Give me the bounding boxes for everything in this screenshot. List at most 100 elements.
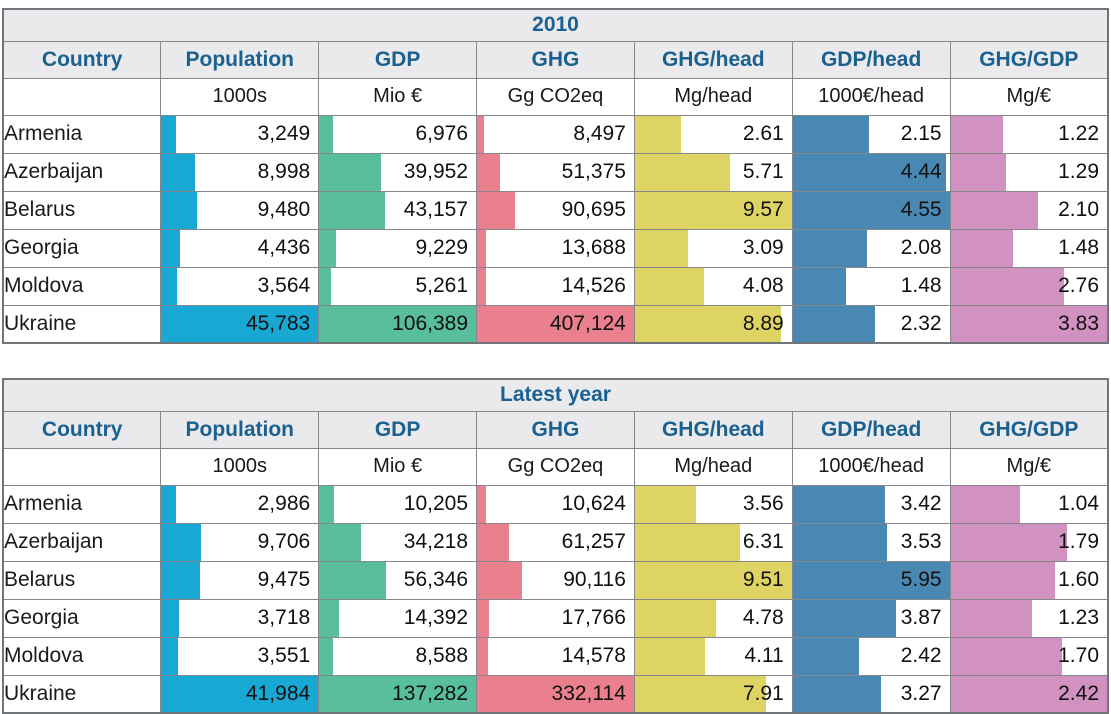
country-cell: Azerbaijan [2, 522, 162, 562]
gdp-databar [319, 116, 334, 152]
unit-ghg_head: Mg/head [633, 447, 793, 486]
ghg_gdp-value: 1.04 [1058, 492, 1099, 515]
ghg_head-databar [635, 116, 681, 152]
table-row: Belarus 9,475 56,346 90,116 9.51 5.95 1.60 [2, 560, 1109, 600]
country-cell: Georgia [2, 598, 162, 638]
ghg-databar [477, 486, 486, 522]
table-row: Armenia 3,249 6,976 8,497 2.61 2.15 1.22 [2, 114, 1109, 154]
gdp_head-cell: 5.95 [791, 560, 951, 600]
gdp-value: 39,952 [403, 160, 469, 183]
unit-gdp: Mio € [318, 447, 478, 486]
unit-ghg_gdp: Mg/€ [949, 447, 1109, 486]
population-cell: 3,564 [160, 266, 320, 306]
ghg_gdp-databar [951, 116, 1004, 152]
country-cell: Azerbaijan [2, 152, 162, 192]
ghg_head-cell: 3.09 [633, 228, 793, 268]
country-cell: Belarus [2, 560, 162, 600]
gdp_head-cell: 3.27 [791, 674, 951, 714]
ghg_gdp-value: 2.10 [1058, 198, 1099, 221]
table-latest-year: Latest year Country Population GDP GHG GHG/h… [2, 378, 1109, 714]
population-value: 2,986 [257, 492, 311, 515]
population-value: 3,564 [257, 274, 311, 297]
ghg_gdp-databar [951, 562, 1056, 598]
ghg_gdp-cell: 1.79 [949, 522, 1109, 562]
gdp-value: 43,157 [403, 198, 469, 221]
ghg-cell: 13,688 [476, 228, 635, 268]
ghg_head-value: 3.56 [742, 492, 784, 515]
table-title: Latest year [2, 378, 1109, 412]
ghg-value: 17,766 [561, 606, 626, 629]
population-value: 9,480 [257, 198, 311, 221]
unit-ghg_gdp: Mg/€ [949, 77, 1109, 116]
gdp-value: 10,205 [403, 492, 469, 515]
gdp_head-databar [793, 230, 867, 266]
ghg-value: 14,578 [561, 644, 626, 667]
gdp-databar [319, 676, 476, 712]
population-value: 4,436 [257, 236, 311, 259]
population-cell: 4,436 [160, 228, 320, 268]
ghg_gdp-cell: 3.83 [949, 304, 1109, 344]
gdp-databar [319, 268, 331, 304]
ghg_gdp-databar [951, 676, 1107, 712]
ghg_gdp-databar [951, 192, 1039, 228]
ghg_gdp-databar [951, 638, 1062, 674]
ghg-databar [477, 192, 516, 228]
gdp_head-cell: 3.42 [791, 484, 951, 524]
table-body: Armenia 3,249 6,976 8,497 2.61 2.15 1.22 Azerba… [2, 114, 1109, 344]
ghg-databar [477, 268, 487, 304]
ghg_gdp-value: 1.60 [1058, 568, 1099, 591]
population-value: 3,551 [257, 644, 311, 667]
ghg_head-cell: 4.11 [633, 636, 793, 676]
population-databar [161, 116, 177, 152]
table-title-row: Latest year [2, 378, 1109, 412]
column-header-country: Country [2, 410, 162, 449]
population-value: 41,984 [245, 681, 311, 705]
ghg_head-value: 4.78 [742, 606, 784, 629]
population-databar [161, 230, 181, 266]
population-value: 3,718 [257, 606, 311, 629]
ghg_gdp-value: 1.29 [1058, 160, 1099, 183]
population-cell: 2,986 [160, 484, 320, 524]
ghg_head-databar [635, 230, 689, 266]
table-row: Ukraine 41,984 137,282 332,114 7.91 3.27 2.42 [2, 674, 1109, 714]
population-databar [161, 524, 201, 560]
ghg_gdp-cell: 1.29 [949, 152, 1109, 192]
table-2010: 2010 Country Population GDP GHG GHG/head GDP/… [2, 8, 1109, 344]
ghg_gdp-databar [951, 600, 1032, 636]
gdp-value: 56,346 [403, 568, 469, 591]
table-row: Armenia 2,986 10,205 10,624 3.56 3.42 1.04 [2, 484, 1109, 524]
gdp-value: 9,229 [415, 236, 469, 259]
table-row: Ukraine 45,783 106,389 407,124 8.89 2.32 3.83 [2, 304, 1109, 344]
ghg_gdp-value: 2.76 [1058, 274, 1099, 297]
gdp_head-value: 4.44 [900, 160, 942, 183]
gdp_head-databar [793, 192, 950, 228]
ghg_head-cell: 4.08 [633, 266, 793, 306]
population-cell: 3,249 [160, 114, 320, 154]
column-header-row: Country Population GDP GHG GHG/head GDP/head G… [2, 40, 1109, 79]
ghg_head-cell: 2.61 [633, 114, 793, 154]
unit-row: 1000s Mio € Gg CO2eq Mg/head 1000€/head Mg/€ [2, 447, 1109, 486]
gdp_head-value: 2.08 [900, 236, 942, 259]
gdp_head-databar [793, 562, 950, 598]
table-row: Azerbaijan 8,998 39,952 51,375 5.71 4.44 1.29 [2, 152, 1109, 192]
ghg-databar [477, 676, 634, 712]
gdp-cell: 5,261 [318, 266, 478, 306]
ghg_head-value: 5.71 [742, 160, 784, 183]
ghg_head-databar [635, 600, 716, 636]
column-header-gdp: GDP [318, 40, 478, 79]
gdp_head-value: 2.42 [900, 644, 942, 667]
unit-country [2, 447, 162, 486]
ghg_gdp-value: 1.48 [1058, 236, 1099, 259]
unit-ghg_head: Mg/head [633, 77, 793, 116]
ghg_head-value: 2.61 [742, 122, 784, 145]
unit-ghg: Gg CO2eq [476, 77, 635, 116]
unit-row: 1000s Mio € Gg CO2eq Mg/head 1000€/head Mg/€ [2, 77, 1109, 116]
country-cell: Georgia [2, 228, 162, 268]
gdp_head-value: 3.42 [900, 492, 942, 515]
ghg_head-value: 3.09 [742, 236, 784, 259]
population-cell: 41,984 [160, 674, 320, 714]
ghg_gdp-cell: 1.23 [949, 598, 1109, 638]
ghg_head-value: 4.08 [742, 274, 784, 297]
column-header-ghg_head: GHG/head [633, 40, 793, 79]
